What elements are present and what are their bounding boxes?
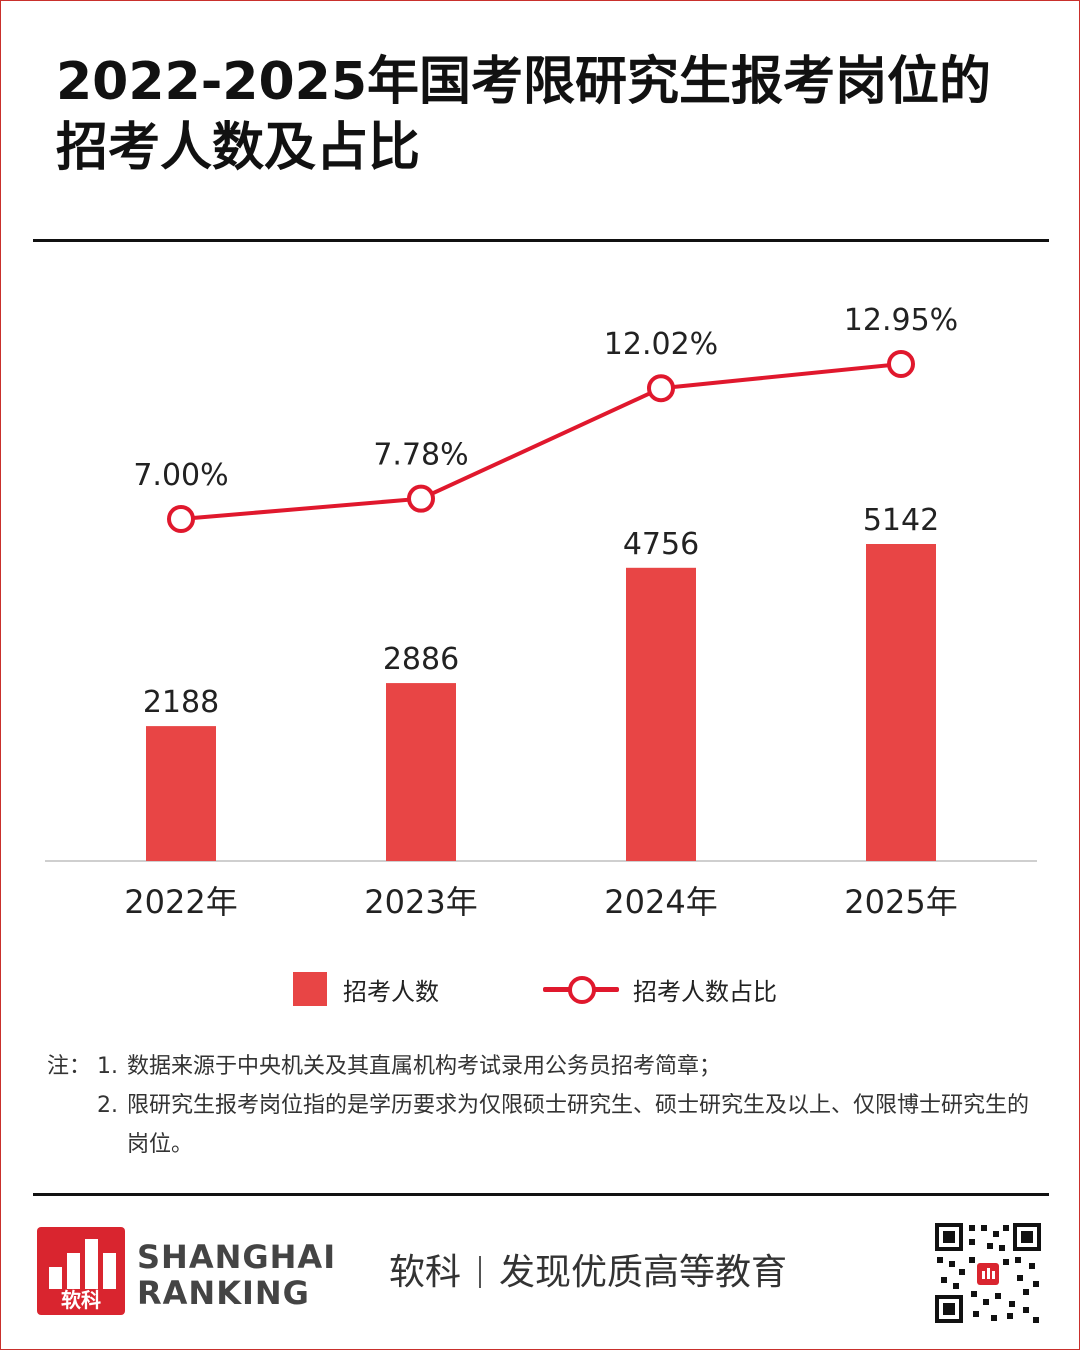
bar [626, 567, 696, 861]
line-value-label: 7.00% [133, 458, 228, 493]
page-title: 2022-2025年国考限研究生报考岗位的招考人数及占比 [56, 52, 992, 178]
note-text: 数据来源于中央机关及其直属机构考试录用公务员招考简章； [127, 1054, 722, 1079]
slogan-separator [479, 1256, 482, 1288]
line-value-label: 12.02% [604, 327, 718, 362]
qr-code[interactable] [933, 1221, 1043, 1325]
legend-line-label: 招考人数占比 [633, 977, 777, 1006]
line-series [180, 362, 902, 521]
line-point [407, 484, 435, 513]
note-item: 2. 限研究生报考岗位指的是学历要求为仅限硕士研究生、硕士研究生及以上、仅限博士… [47, 1086, 1047, 1164]
logo-text: 软科 [61, 1288, 101, 1312]
bar [386, 683, 456, 861]
title-divider [33, 239, 1049, 242]
line-point [167, 505, 195, 533]
legend-bar-label: 招考人数 [343, 977, 439, 1006]
slogan-text: 发现优质高等教育 [499, 1252, 788, 1293]
footer: 软科 SHANGHAI RANKING 软科 发现优质高等教育 [1, 1221, 1080, 1331]
bar-value-label: 2886 [383, 642, 459, 677]
slogan-brand: 软科 [389, 1252, 462, 1293]
line-point [887, 350, 915, 378]
notes-lead: 注： [47, 1054, 92, 1079]
line-point [647, 374, 675, 403]
brand-line-2: RANKING [137, 1274, 310, 1312]
footer-divider [33, 1193, 1049, 1196]
bar-value-label: 2188 [143, 685, 219, 720]
slogan: 软科 发现优质高等教育 [389, 1251, 787, 1295]
brand-name: SHANGHAI RANKING [137, 1239, 336, 1311]
note-text: 限研究生报考岗位指的是学历要求为仅限硕士研究生、硕士研究生及以上、仅限博士研究生… [127, 1093, 1030, 1157]
chart: 2188 2022年 2886 2023年 4756 2024年 5142 2025年 7.00… [45, 303, 1037, 921]
legend-item-line: 招考人数占比 [543, 969, 777, 1009]
bar-value-label: 4756 [623, 527, 699, 562]
x-tick-label: 2024年 [604, 883, 717, 921]
legend-bar-swatch [293, 972, 327, 1006]
note-item: 注： 1. 数据来源于中央机关及其直属机构考试录用公务员招考简章； [47, 1047, 1047, 1086]
line-value-label: 7.78% [373, 438, 468, 473]
bar-value-label: 5142 [863, 503, 939, 538]
line-value-label: 12.95% [844, 303, 958, 338]
bar [146, 726, 216, 861]
brand-line-1: SHANGHAI [137, 1238, 337, 1276]
bar [866, 544, 936, 861]
legend-item-bar: 招考人数 [293, 969, 439, 1009]
x-tick-label: 2023年 [364, 883, 477, 921]
note-number: 2. [97, 1093, 118, 1118]
chart-legend: 招考人数 招考人数占比 [1, 969, 1080, 1009]
notes: 注： 1. 数据来源于中央机关及其直属机构考试录用公务员招考简章； 2. 限研究… [47, 1047, 1047, 1164]
x-tick-label: 2022年 [124, 883, 237, 921]
note-number: 1. [97, 1054, 118, 1079]
legend-line-swatch [543, 972, 619, 1006]
x-tick-label: 2025年 [844, 883, 957, 921]
brand-logo: 软科 [37, 1227, 125, 1315]
